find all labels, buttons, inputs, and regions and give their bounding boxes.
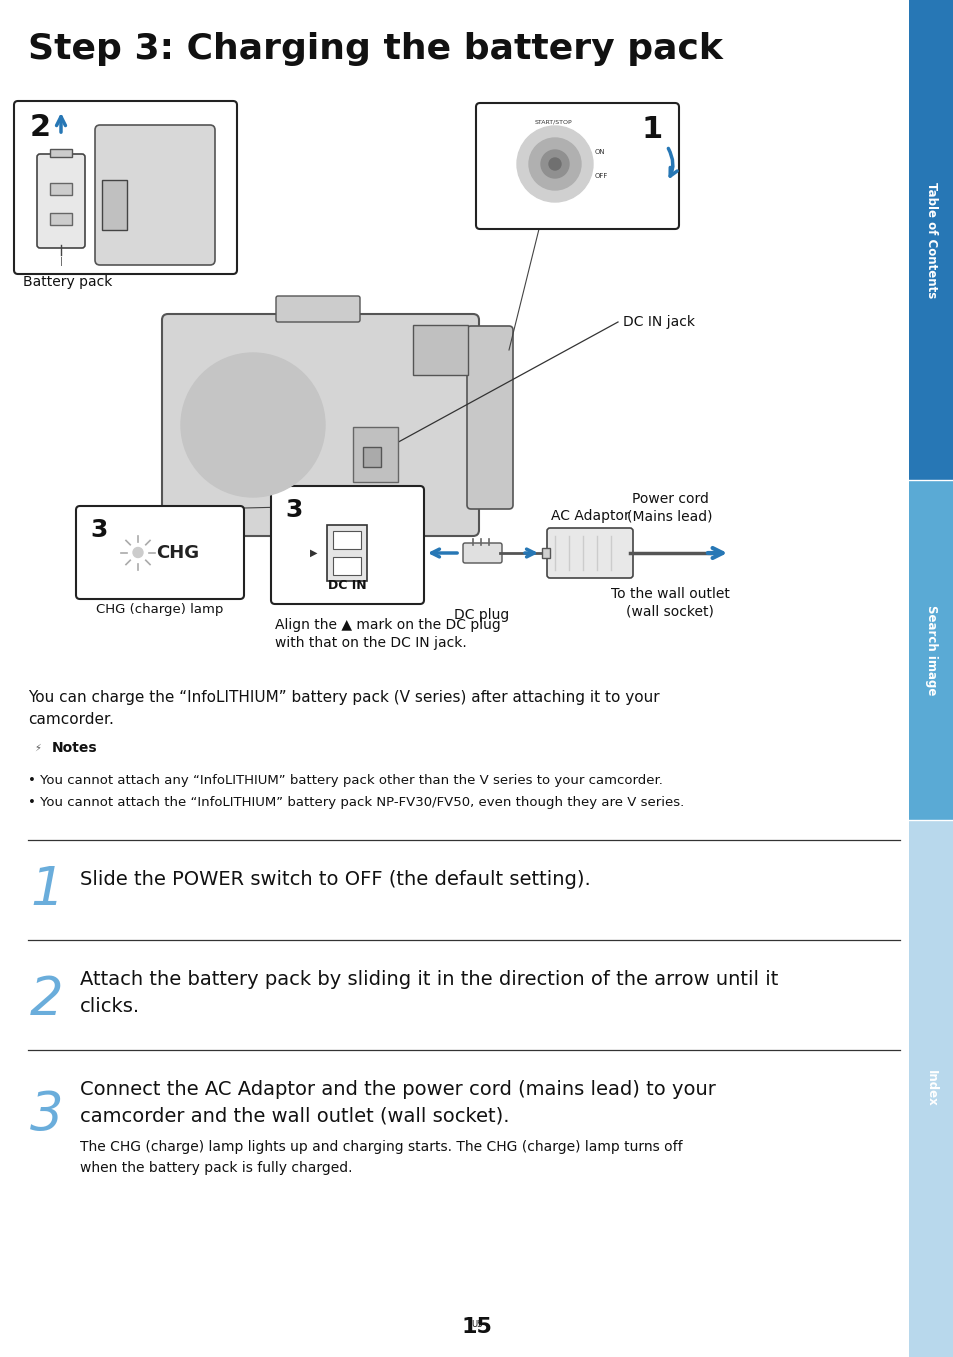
FancyBboxPatch shape xyxy=(462,543,501,563)
FancyArrowPatch shape xyxy=(56,117,66,132)
FancyArrowPatch shape xyxy=(431,550,456,556)
Bar xyxy=(413,324,468,375)
Text: Power cord
(Mains lead): Power cord (Mains lead) xyxy=(626,491,712,522)
Text: • You cannot attach any “InfoLITHIUM” battery pack other than the V series to yo: • You cannot attach any “InfoLITHIUM” ba… xyxy=(28,773,662,787)
Bar xyxy=(353,427,397,482)
Text: Step 3: Charging the battery pack: Step 3: Charging the battery pack xyxy=(28,33,722,66)
Circle shape xyxy=(236,408,269,441)
Text: ⚡: ⚡ xyxy=(34,744,41,753)
FancyBboxPatch shape xyxy=(95,125,214,265)
Text: The CHG (charge) lamp lights up and charging starts. The CHG (charge) lamp turns: The CHG (charge) lamp lights up and char… xyxy=(80,1140,682,1175)
Text: DC plug: DC plug xyxy=(454,608,509,622)
Text: START/STOP: START/STOP xyxy=(534,119,571,123)
Text: Table of Contents: Table of Contents xyxy=(924,182,937,299)
Text: DC IN jack: DC IN jack xyxy=(622,315,695,328)
Text: ▶: ▶ xyxy=(309,548,316,558)
Text: • You cannot attach the “InfoLITHIUM” battery pack NP-FV30/FV50, even though the: • You cannot attach the “InfoLITHIUM” ba… xyxy=(28,797,683,809)
Text: Search image: Search image xyxy=(924,605,937,695)
Text: 3: 3 xyxy=(30,1090,64,1141)
Circle shape xyxy=(132,547,143,558)
Text: |: | xyxy=(59,256,62,266)
Text: Index: Index xyxy=(924,1071,937,1107)
Circle shape xyxy=(517,126,593,202)
Bar xyxy=(327,525,367,581)
Text: CHG (charge) lamp: CHG (charge) lamp xyxy=(96,603,223,616)
FancyBboxPatch shape xyxy=(546,528,633,578)
Circle shape xyxy=(194,366,311,483)
Text: ON: ON xyxy=(595,149,605,155)
Text: Align the ▲ mark on the DC plug
with that on the DC IN jack.: Align the ▲ mark on the DC plug with tha… xyxy=(274,617,500,650)
Bar xyxy=(363,446,380,467)
Text: camcorder.: camcorder. xyxy=(28,712,113,727)
Bar xyxy=(908,0,953,480)
Circle shape xyxy=(28,738,48,759)
FancyArrowPatch shape xyxy=(524,550,534,556)
Text: Slide the POWER switch to OFF (the default setting).: Slide the POWER switch to OFF (the defau… xyxy=(80,870,590,889)
Text: AC Adaptor: AC Adaptor xyxy=(550,509,629,522)
Circle shape xyxy=(529,138,580,190)
FancyBboxPatch shape xyxy=(14,100,236,274)
Text: Connect the AC Adaptor and the power cord (mains lead) to your
camcorder and the: Connect the AC Adaptor and the power cor… xyxy=(80,1080,715,1125)
Bar xyxy=(50,149,71,157)
Circle shape xyxy=(548,157,560,170)
Text: US: US xyxy=(471,1320,482,1329)
FancyBboxPatch shape xyxy=(275,296,359,322)
FancyArrowPatch shape xyxy=(668,148,677,176)
Text: Battery pack: Battery pack xyxy=(23,275,112,289)
Text: To the wall outlet
(wall socket): To the wall outlet (wall socket) xyxy=(610,588,729,619)
Text: Attach the battery pack by sliding it in the direction of the arrow until it
cli: Attach the battery pack by sliding it in… xyxy=(80,970,778,1015)
Circle shape xyxy=(540,151,568,178)
Text: OFF: OFF xyxy=(595,172,608,179)
Text: 15: 15 xyxy=(461,1318,492,1337)
Bar xyxy=(333,531,360,550)
Text: You can charge the “InfoLITHIUM” battery pack (V series) after attaching it to y: You can charge the “InfoLITHIUM” battery… xyxy=(28,689,659,706)
Bar xyxy=(908,820,953,1357)
FancyBboxPatch shape xyxy=(37,153,85,248)
Bar xyxy=(50,213,71,225)
Text: 2: 2 xyxy=(30,113,51,142)
FancyArrowPatch shape xyxy=(707,548,721,558)
FancyBboxPatch shape xyxy=(162,313,478,536)
Text: DC IN: DC IN xyxy=(328,579,366,592)
Bar xyxy=(333,556,360,575)
Bar xyxy=(541,548,550,558)
FancyBboxPatch shape xyxy=(76,506,244,598)
FancyBboxPatch shape xyxy=(467,326,513,509)
Text: 1: 1 xyxy=(30,864,64,916)
Text: Notes: Notes xyxy=(52,741,97,754)
Circle shape xyxy=(209,381,296,470)
Bar xyxy=(102,180,127,229)
Circle shape xyxy=(128,543,148,563)
Text: 1: 1 xyxy=(641,115,662,144)
Text: 3: 3 xyxy=(90,518,108,541)
Text: 2: 2 xyxy=(30,974,64,1026)
Circle shape xyxy=(181,353,325,497)
FancyBboxPatch shape xyxy=(476,103,679,229)
Bar xyxy=(50,183,71,195)
Bar xyxy=(908,480,953,820)
FancyBboxPatch shape xyxy=(271,486,423,604)
Circle shape xyxy=(223,395,283,455)
Text: 3: 3 xyxy=(285,498,302,522)
Text: CHG: CHG xyxy=(156,544,199,562)
